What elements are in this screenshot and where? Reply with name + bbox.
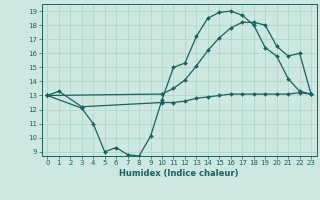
X-axis label: Humidex (Indice chaleur): Humidex (Indice chaleur) bbox=[119, 169, 239, 178]
